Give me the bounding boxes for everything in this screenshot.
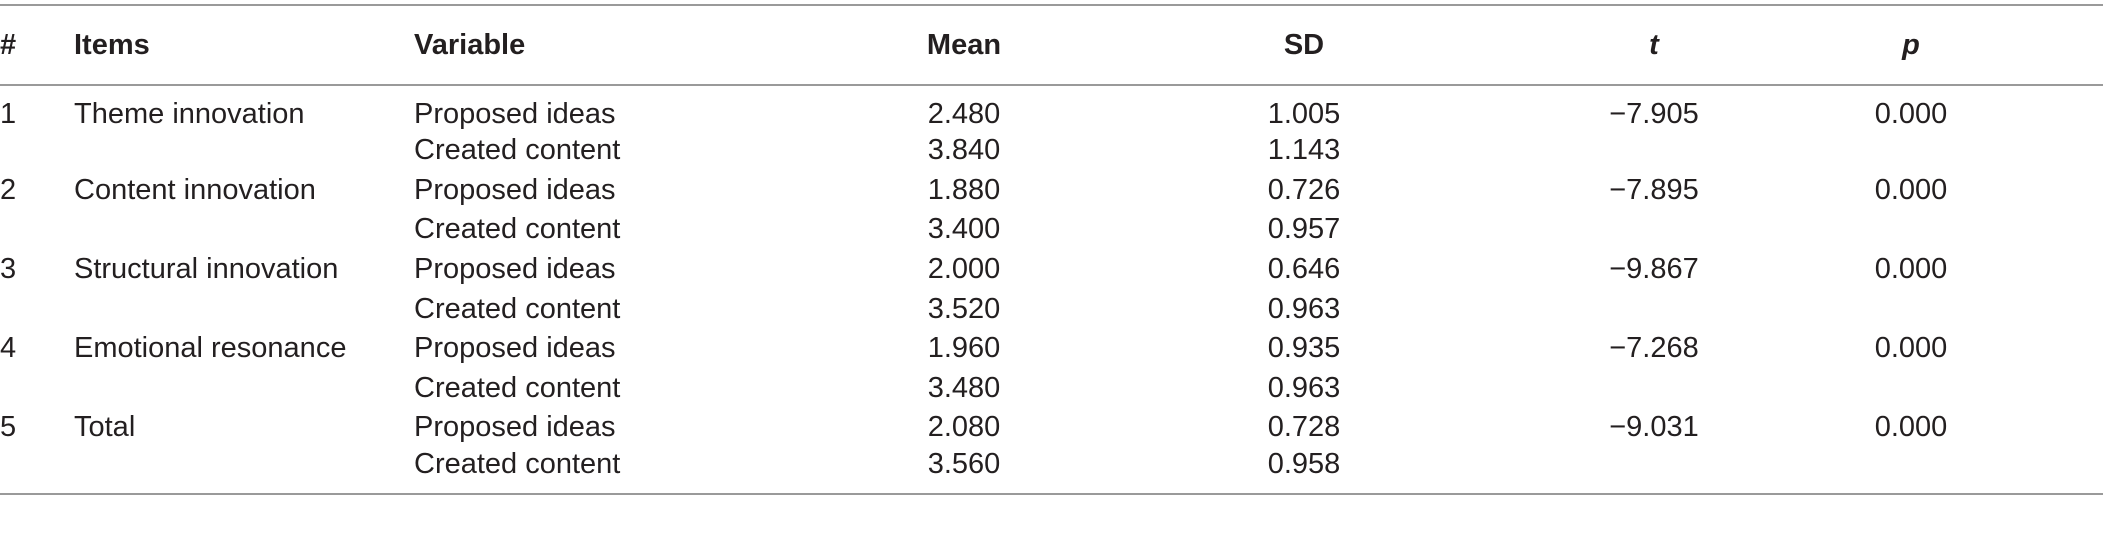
cell-t	[1494, 448, 1814, 494]
cell-p	[1814, 131, 2103, 171]
cell-t: −7.895	[1609, 173, 1699, 206]
cell-mean: 2.000	[927, 253, 1001, 286]
cell-mean: 1.880	[927, 173, 1001, 206]
cell-mean: 2.480	[927, 98, 1001, 130]
table-row: Created content 3.520 0.963	[0, 289, 2103, 329]
cell-item	[74, 210, 414, 250]
cell-sd: 0.958	[1267, 447, 1341, 480]
results-table: # Items Variable Mean SD t p 1 Theme inno…	[0, 4, 2103, 495]
header-mean: Mean	[926, 28, 1002, 61]
cell-num: 5	[0, 411, 17, 444]
table-row: 5 Total Proposed ideas 2.080 0.728 −9.031 0.00…	[0, 408, 2103, 448]
cell-variable: Proposed ideas	[414, 411, 616, 444]
cell-p: 0.000	[1874, 253, 1948, 286]
cell-num: 1	[0, 98, 17, 130]
cell-mean: 1.960	[927, 332, 1001, 365]
cell-t	[1494, 369, 1814, 409]
table-row: 2 Content innovation Proposed ideas 1.880 0.…	[0, 171, 2103, 211]
cell-variable: Created content	[414, 292, 621, 325]
header-items: Items	[74, 28, 150, 61]
cell-item: Emotional resonance	[74, 332, 347, 365]
cell-t	[1494, 210, 1814, 250]
cell-sd: 0.957	[1267, 213, 1341, 246]
cell-sd: 0.963	[1267, 292, 1341, 325]
cell-sd: 1.143	[1267, 134, 1341, 167]
cell-sd: 0.726	[1267, 173, 1341, 206]
cell-num	[0, 210, 74, 250]
cell-t	[1494, 131, 1814, 171]
cell-p	[1814, 210, 2103, 250]
table-row: Created content 3.400 0.957	[0, 210, 2103, 250]
header-variable: Variable	[414, 28, 526, 61]
cell-variable: Proposed ideas	[414, 332, 616, 365]
cell-num	[0, 131, 74, 171]
cell-t: −7.268	[1609, 332, 1699, 365]
cell-num	[0, 369, 74, 409]
cell-item: Structural innovation	[74, 253, 339, 286]
cell-p: 0.000	[1874, 98, 1948, 130]
cell-item: Total	[74, 411, 136, 444]
cell-t	[1494, 289, 1814, 329]
table-row: Created content 3.840 1.143	[0, 131, 2103, 171]
table-body: 1 Theme innovation Proposed ideas 2.480 1.00…	[0, 85, 2103, 494]
table-row: 1 Theme innovation Proposed ideas 2.480 1.00…	[0, 85, 2103, 131]
cell-item	[74, 289, 414, 329]
header-num: #	[0, 28, 17, 61]
cell-num	[0, 289, 74, 329]
table-row: 3 Structural innovation Proposed ideas 2.00…	[0, 250, 2103, 290]
cell-mean: 3.480	[927, 371, 1001, 404]
cell-p: 0.000	[1874, 411, 1948, 444]
table-row: 4 Emotional resonance Proposed ideas 1.960 0…	[0, 329, 2103, 369]
cell-p	[1814, 289, 2103, 329]
cell-variable: Created content	[414, 447, 621, 480]
cell-num	[0, 448, 74, 494]
cell-sd: 0.646	[1267, 253, 1341, 286]
table-header: # Items Variable Mean SD t p	[0, 5, 2103, 85]
cell-item	[74, 448, 414, 494]
table-row: Created content 3.560 0.958	[0, 448, 2103, 494]
cell-mean: 2.080	[927, 411, 1001, 444]
header-t: t	[1649, 28, 1659, 61]
cell-sd: 1.005	[1267, 98, 1341, 130]
cell-variable: Created content	[414, 134, 621, 167]
cell-t: −7.905	[1609, 98, 1699, 130]
cell-variable: Created content	[414, 213, 621, 246]
cell-sd: 0.935	[1267, 332, 1341, 365]
cell-sd: 0.728	[1267, 411, 1341, 444]
header-p: p	[1902, 28, 1920, 61]
cell-mean: 3.520	[927, 292, 1001, 325]
cell-p	[1814, 448, 2103, 494]
cell-item	[74, 369, 414, 409]
cell-item	[74, 131, 414, 171]
cell-mean: 3.400	[927, 213, 1001, 246]
cell-item: Theme innovation	[74, 98, 305, 130]
cell-p	[1814, 369, 2103, 409]
cell-t: −9.867	[1609, 253, 1699, 286]
cell-p: 0.000	[1874, 332, 1948, 365]
cell-num: 2	[0, 173, 17, 206]
header-row: # Items Variable Mean SD t p	[0, 5, 2103, 85]
cell-item: Content innovation	[74, 173, 316, 206]
header-sd: SD	[1283, 28, 1325, 61]
cell-mean: 3.840	[927, 134, 1001, 167]
table-row: Created content 3.480 0.963	[0, 369, 2103, 409]
cell-t: −9.031	[1609, 411, 1699, 444]
cell-num: 3	[0, 253, 17, 286]
cell-num: 4	[0, 332, 17, 365]
cell-mean: 3.560	[927, 447, 1001, 480]
cell-variable: Proposed ideas	[414, 253, 616, 286]
cell-p: 0.000	[1874, 173, 1948, 206]
cell-variable: Proposed ideas	[414, 173, 616, 206]
cell-variable: Created content	[414, 371, 621, 404]
cell-sd: 0.963	[1267, 371, 1341, 404]
cell-variable: Proposed ideas	[414, 98, 616, 130]
